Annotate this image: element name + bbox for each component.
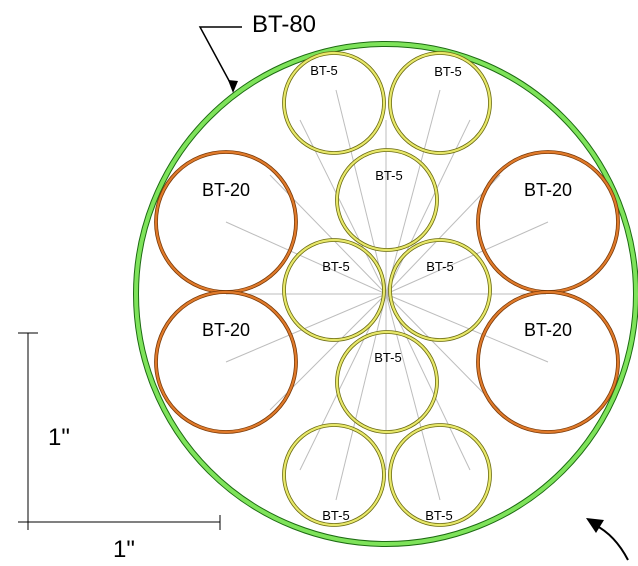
- bt80-tube: [133, 41, 638, 547]
- bt20-label: BT-20: [524, 180, 572, 200]
- bt5-label: BT-5: [374, 350, 401, 365]
- arrowhead-icon: [228, 80, 238, 93]
- scale-bar: [18, 332, 221, 530]
- scale-vertical-label: 1": [48, 424, 70, 451]
- bt5-tube: BT-5: [335, 330, 439, 434]
- bt20-label: BT-20: [202, 320, 250, 340]
- bt5-tube: BT-5: [282, 51, 386, 155]
- bt20-tube: BT-20: [476, 290, 620, 434]
- bt5-tubes: BT-5 BT-5 BT-5 BT-5 BT-5: [282, 51, 492, 527]
- bt20-label: BT-20: [202, 180, 250, 200]
- bt20-tube: BT-20: [154, 290, 298, 434]
- bt5-tube: BT-5: [282, 238, 386, 342]
- bt5-tube: BT-5: [335, 148, 439, 252]
- bt5-tube: BT-5: [388, 238, 492, 342]
- bt20-label: BT-20: [524, 320, 572, 340]
- bt80-label: BT-80: [252, 11, 316, 38]
- rotation-arrow: [586, 518, 629, 561]
- bt5-label: BT-5: [322, 508, 349, 523]
- bt20-tube: BT-20: [476, 150, 620, 294]
- bt5-label: BT-5: [375, 168, 402, 183]
- bt5-label: BT-5: [322, 259, 349, 274]
- curved-arrow-icon: [586, 518, 604, 533]
- bt5-label: BT-5: [434, 64, 461, 79]
- bt5-label: BT-5: [310, 63, 337, 78]
- bt5-tube: BT-5: [388, 51, 492, 155]
- scale-horizontal-label: 1": [113, 536, 135, 563]
- bt80-callout: BT-80: [198, 11, 316, 93]
- bt5-label: BT-5: [425, 508, 452, 523]
- bt20-tubes: BT-20 BT-20 BT-20 BT-20: [154, 150, 620, 434]
- bt5-label: BT-5: [426, 259, 453, 274]
- bt5-tube: BT-5: [282, 423, 386, 527]
- bt5-tube: BT-5: [388, 423, 492, 527]
